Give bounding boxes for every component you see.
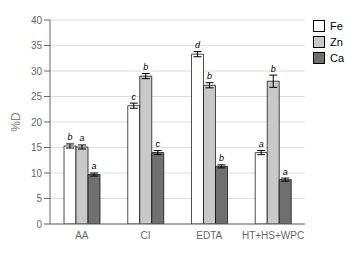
svg-text:d: d — [195, 40, 201, 50]
svg-text:b: b — [68, 132, 73, 142]
svg-text:c: c — [156, 139, 161, 149]
svg-text:b: b — [143, 62, 148, 72]
svg-text:5: 5 — [36, 193, 42, 204]
svg-text:EDTA: EDTA — [196, 230, 222, 241]
svg-text:25: 25 — [31, 91, 43, 102]
svg-text:0: 0 — [36, 219, 42, 230]
svg-text:AA: AA — [75, 230, 89, 241]
svg-text:b: b — [207, 71, 212, 81]
svg-text:HT+HS+WPC: HT+HS+WPC — [242, 230, 304, 241]
svg-text:40: 40 — [31, 15, 43, 26]
svg-text:35: 35 — [31, 40, 43, 51]
html-text:Fe: Fe — [329, 20, 343, 32]
svg-text:%D: %D — [9, 112, 23, 132]
svg-text:b: b — [219, 153, 224, 163]
svg-text:10: 10 — [31, 168, 43, 179]
svg-text:a: a — [92, 161, 97, 171]
svg-text:b: b — [271, 64, 276, 74]
svg-text:30: 30 — [31, 66, 43, 77]
svg-text:a: a — [80, 133, 85, 143]
svg-text:a: a — [283, 167, 288, 177]
svg-text:CI: CI — [141, 230, 151, 241]
svg-text:15: 15 — [31, 142, 43, 153]
svg-text:c: c — [132, 92, 137, 102]
html-text:Ca: Ca — [329, 52, 344, 64]
html-text:Zn: Zn — [329, 36, 343, 48]
svg-text:20: 20 — [31, 117, 43, 128]
svg-text:a: a — [259, 139, 264, 149]
